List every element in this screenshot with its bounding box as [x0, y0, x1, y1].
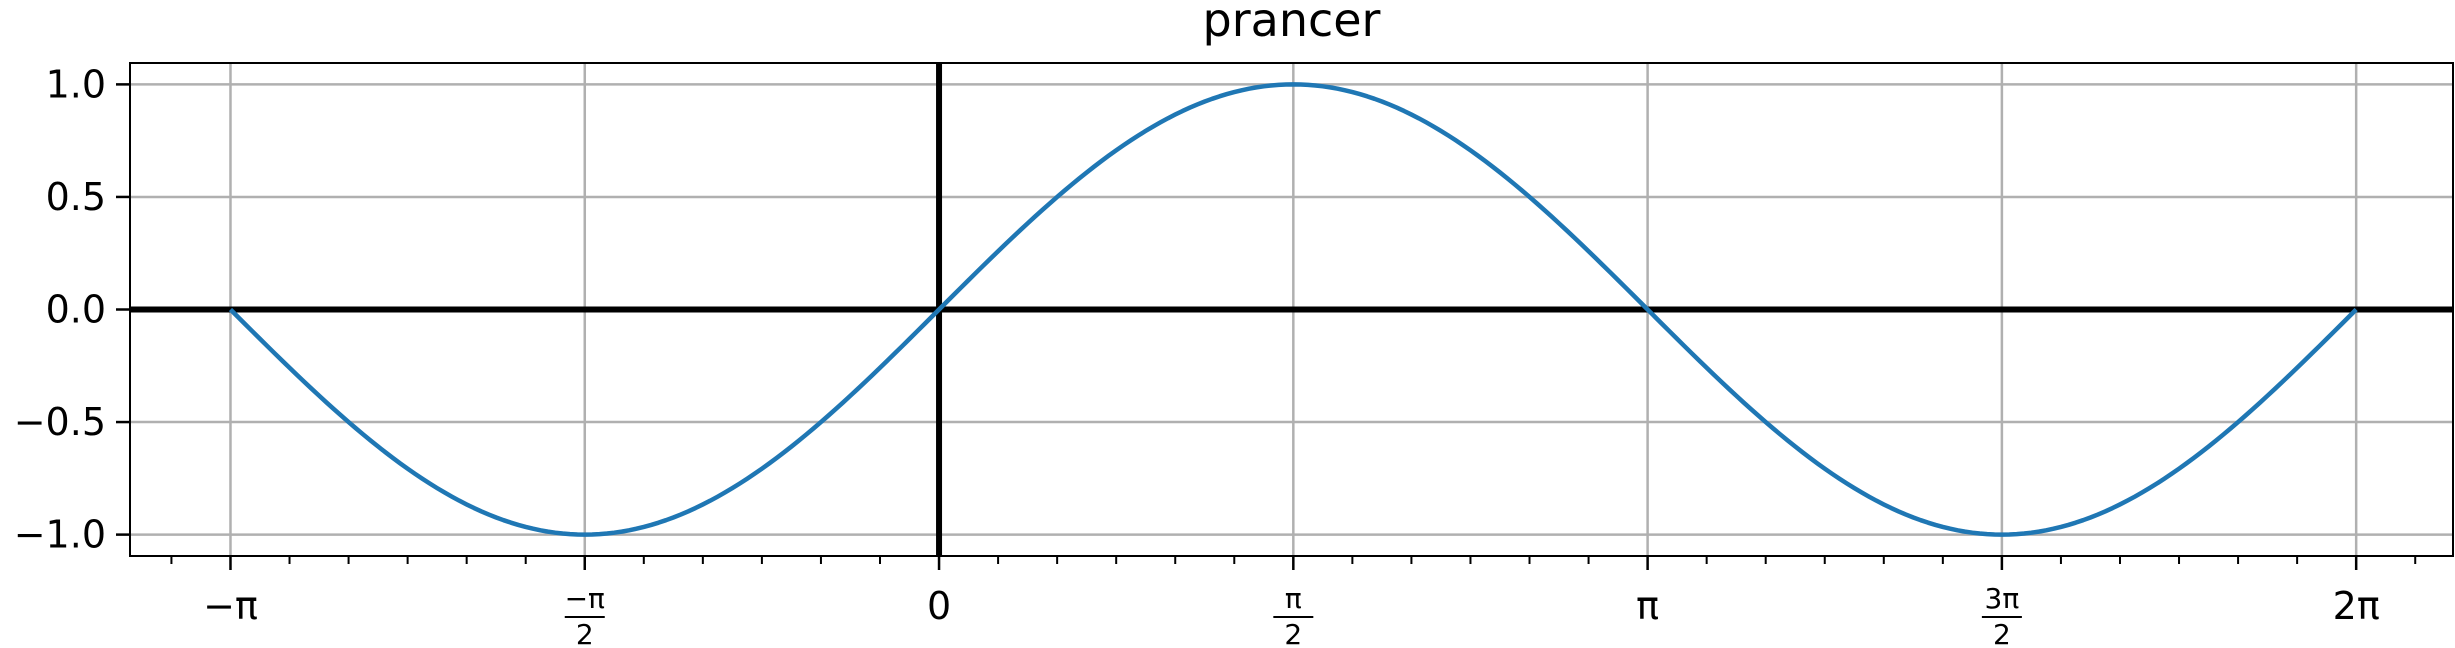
x-tick-label: π [1636, 584, 1659, 628]
x-tick-numerator: π [1285, 582, 1302, 615]
x-tick-label: 2π [2333, 584, 2380, 628]
x-tick-fraction-label: −π2 [565, 582, 605, 648]
series-line [228, 82, 2358, 537]
x-tick-numerator: 3π [1985, 582, 2020, 615]
y-axis: 1.0 0.5 0.0 −0.5 −1.0 [14, 62, 130, 557]
x-tick-fraction-label: π2 [1273, 582, 1314, 648]
reference-lines [130, 63, 2453, 556]
x-tick-denominator: 2 [1993, 618, 2011, 648]
chart-title: prancer [1203, 0, 1381, 47]
x-tick-denominator: 2 [576, 618, 594, 648]
y-tick-label: 1.0 [46, 62, 106, 106]
x-tick-label: −π [203, 584, 258, 628]
y-tick-label: 0.5 [46, 175, 106, 219]
y-tick-label: 0.0 [46, 288, 106, 332]
x-tick-label: 0 [927, 584, 951, 628]
x-tick-fraction-label: 3π2 [1981, 582, 2022, 648]
y-tick-label: −0.5 [14, 400, 106, 444]
y-tick-label: −1.0 [14, 513, 106, 557]
series-layer [228, 82, 2358, 537]
x-tick-denominator: 2 [1284, 618, 1302, 648]
x-tick-numerator: −π [565, 582, 605, 615]
